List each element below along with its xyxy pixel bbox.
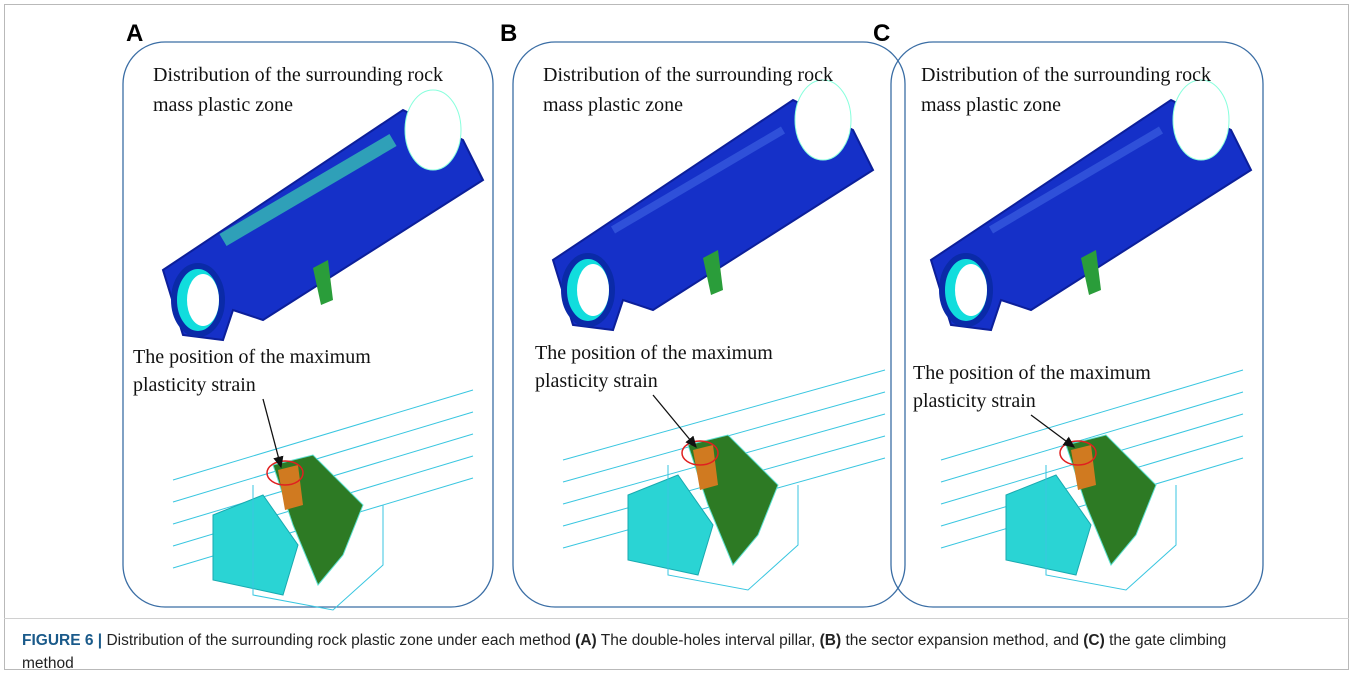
caption-tag: (B) [820,632,842,649]
panel-text: mass plastic zone [153,92,293,119]
tunnel-end [795,80,851,160]
panel-text: The position of the maximum [133,344,371,371]
tunnel-mouth-inner [955,264,987,316]
caption-tag: (A) [575,632,597,649]
caption-item: the sector expansion method, and [845,632,1079,649]
panel-text: The position of the maximum [535,340,773,367]
tunnel-mouth-inner [187,274,219,326]
caption-label: FIGURE 6 | [22,632,102,649]
panel-label: A [126,20,143,48]
page: A Distribution of the surrounding rock mas… [0,0,1355,676]
panel-text: Distribution of the surrounding rock [153,62,443,89]
caption-item: The double-holes interval pillar, [601,632,816,649]
panel-text: Distribution of the surrounding rock [543,62,833,89]
cyan-block [213,495,298,595]
pointer-arrow [653,395,696,447]
caption-tag: (C) [1083,632,1105,649]
tunnel-mouth-inner [577,264,609,316]
caption: FIGURE 6 | Distribution of the surroundi… [22,629,1272,675]
cyan-block [1006,475,1091,575]
panel-text: mass plastic zone [921,92,1061,119]
panel-text: plasticity strain [535,368,658,395]
tunnel-end [1173,80,1229,160]
panel-text: plasticity strain [133,372,256,399]
caption-text: Distribution of the surrounding rock pla… [106,632,570,649]
cyan-block [628,475,713,575]
panel-label: B [500,20,517,48]
panel-text: Distribution of the surrounding rock [921,62,1211,89]
separator [4,618,1349,619]
panel-text: plasticity strain [913,388,1036,415]
pointer-arrow [263,399,281,467]
tunnel-end [405,90,461,170]
panel-text: mass plastic zone [543,92,683,119]
panel-label: C [873,20,890,48]
panel-text: The position of the maximum [913,360,1151,387]
